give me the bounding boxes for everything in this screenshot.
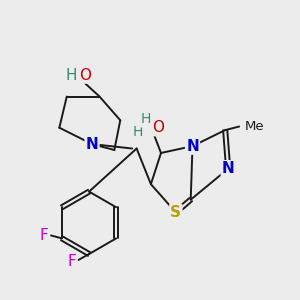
Text: N: N [86, 136, 98, 152]
Text: H: H [133, 125, 143, 139]
Text: S: S [170, 205, 182, 220]
Text: F: F [39, 228, 48, 243]
Text: F: F [68, 254, 76, 269]
Text: H: H [65, 68, 77, 83]
Text: N: N [186, 139, 199, 154]
Text: Me: Me [244, 120, 264, 133]
Text: H: H [141, 112, 151, 126]
Text: O: O [153, 120, 165, 135]
Text: N: N [222, 161, 235, 176]
Text: O: O [79, 68, 91, 82]
